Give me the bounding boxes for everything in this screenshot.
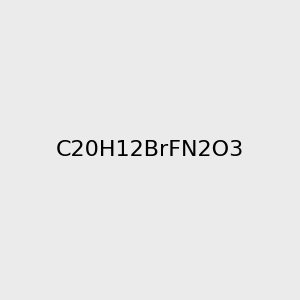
Text: C20H12BrFN2O3: C20H12BrFN2O3: [56, 140, 244, 160]
